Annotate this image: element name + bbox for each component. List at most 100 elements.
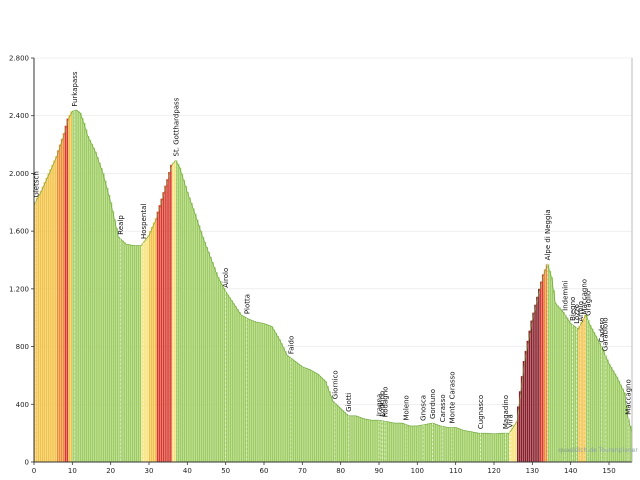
profile-bar-303 <box>614 373 617 463</box>
profile-bar-73 <box>173 160 176 462</box>
profile-bar-82 <box>191 203 193 462</box>
profile-bar-108 <box>241 314 243 462</box>
x-tick-label-3: 30 <box>145 467 154 475</box>
profile-bar-167 <box>354 415 356 462</box>
profile-bar-98 <box>221 284 224 462</box>
y-tick-label-5: 2.000 <box>9 170 29 178</box>
profile-bar-19 <box>70 111 72 462</box>
profile-bar-80 <box>187 192 189 462</box>
profile-bar-106 <box>237 309 239 462</box>
place-label-20: Vira <box>507 414 515 428</box>
place-label-25: Armio <box>577 301 585 322</box>
profile-bar-141 <box>304 367 306 462</box>
profile-bar-118 <box>260 322 262 462</box>
profile-bar-176 <box>371 420 373 462</box>
profile-bar-252 <box>517 406 519 462</box>
profile-bar-253 <box>518 391 521 462</box>
place-label-17: Monte Carasso <box>448 371 456 423</box>
profile-bar-304 <box>616 376 619 462</box>
profile-bar-211 <box>438 425 440 462</box>
profile-bar-272 <box>555 303 557 462</box>
place-label-12: Rodagno <box>382 387 390 418</box>
profile-bar-153 <box>327 386 329 462</box>
profile-bar-194 <box>405 424 408 462</box>
profile-bar-89 <box>204 241 207 462</box>
profile-bar-160 <box>340 408 343 462</box>
place-label-21: Alpe di Neggia <box>544 209 552 260</box>
profile-bar-254 <box>520 376 523 462</box>
profile-bar-129 <box>281 343 283 462</box>
profile-bar-220 <box>455 427 458 462</box>
profile-bar-99 <box>223 288 226 462</box>
profile-bar-107 <box>239 311 241 462</box>
profile-bar-231 <box>476 432 479 462</box>
profile-bar-276 <box>563 311 565 462</box>
profile-bar-217 <box>449 427 452 462</box>
profile-bar-45 <box>120 238 122 462</box>
profile-bar-307 <box>622 388 624 462</box>
profile-bar-21 <box>74 109 76 462</box>
profile-bar-234 <box>482 433 485 462</box>
profile-bar-77 <box>181 173 184 463</box>
profile-bar-222 <box>459 428 462 462</box>
profile-bar-17 <box>66 118 69 462</box>
profile-bar-216 <box>448 427 450 462</box>
profile-bar-32 <box>95 151 97 463</box>
profile-bar-110 <box>244 316 247 462</box>
x-tick-label-5: 50 <box>221 467 230 475</box>
profile-bar-124 <box>271 326 274 462</box>
profile-bar-235 <box>484 433 486 462</box>
profile-bar-72 <box>172 162 174 463</box>
profile-bar-287 <box>584 314 586 462</box>
profile-bar-260 <box>532 312 534 462</box>
profile-bar-137 <box>296 362 299 462</box>
place-label-6: Piotta <box>243 294 251 314</box>
profile-bar-39 <box>108 195 111 462</box>
profile-bar-185 <box>388 421 391 462</box>
profile-bar-195 <box>407 425 410 462</box>
profile-bar-49 <box>127 244 130 462</box>
profile-bar-207 <box>430 423 433 462</box>
profile-bar-102 <box>229 297 232 462</box>
profile-bar-28 <box>87 135 90 462</box>
y-gridlines <box>34 57 632 405</box>
profile-bar-33 <box>97 157 99 462</box>
profile-bar-116 <box>256 322 258 462</box>
profile-bar-203 <box>423 424 425 462</box>
place-label-26: Maccagno <box>581 279 589 314</box>
profile-bar-136 <box>294 361 297 462</box>
profile-bar-84 <box>195 213 197 462</box>
profile-bar-96 <box>218 277 220 462</box>
profile-bar-25 <box>81 117 84 462</box>
profile-bar-139 <box>300 365 302 462</box>
profile-bar-213 <box>442 426 444 462</box>
profile-bar-237 <box>488 433 490 462</box>
profile-bar-37 <box>104 180 107 462</box>
profile-bar-242 <box>497 433 500 462</box>
profile-bar-275 <box>561 309 563 462</box>
profile-bar-133 <box>288 356 291 462</box>
place-label-10: Iragna <box>376 394 384 416</box>
profile-bar-245 <box>503 433 506 462</box>
profile-bar-267 <box>545 264 548 462</box>
profile-bar-164 <box>348 415 350 462</box>
profile-bar-165 <box>350 415 352 462</box>
profile-bar-289 <box>587 319 590 462</box>
profile-bar-109 <box>242 315 245 462</box>
profile-bar-201 <box>419 425 421 462</box>
profile-bar-294 <box>597 339 600 462</box>
profile-bar-142 <box>306 368 308 462</box>
x-tick-label-4: 40 <box>183 467 192 475</box>
profile-bar-284 <box>578 325 580 462</box>
profile-bar-93 <box>212 262 214 462</box>
profile-bar-310 <box>628 418 630 462</box>
profile-bar-15 <box>62 133 65 462</box>
profile-bar-10 <box>53 160 55 462</box>
profile-bar-248 <box>509 430 511 462</box>
profile-bar-193 <box>403 423 406 462</box>
profile-bar-170 <box>359 417 362 462</box>
profile-bar-2 <box>37 194 40 462</box>
profile-bar-88 <box>202 236 205 462</box>
profile-bar-251 <box>515 421 517 462</box>
